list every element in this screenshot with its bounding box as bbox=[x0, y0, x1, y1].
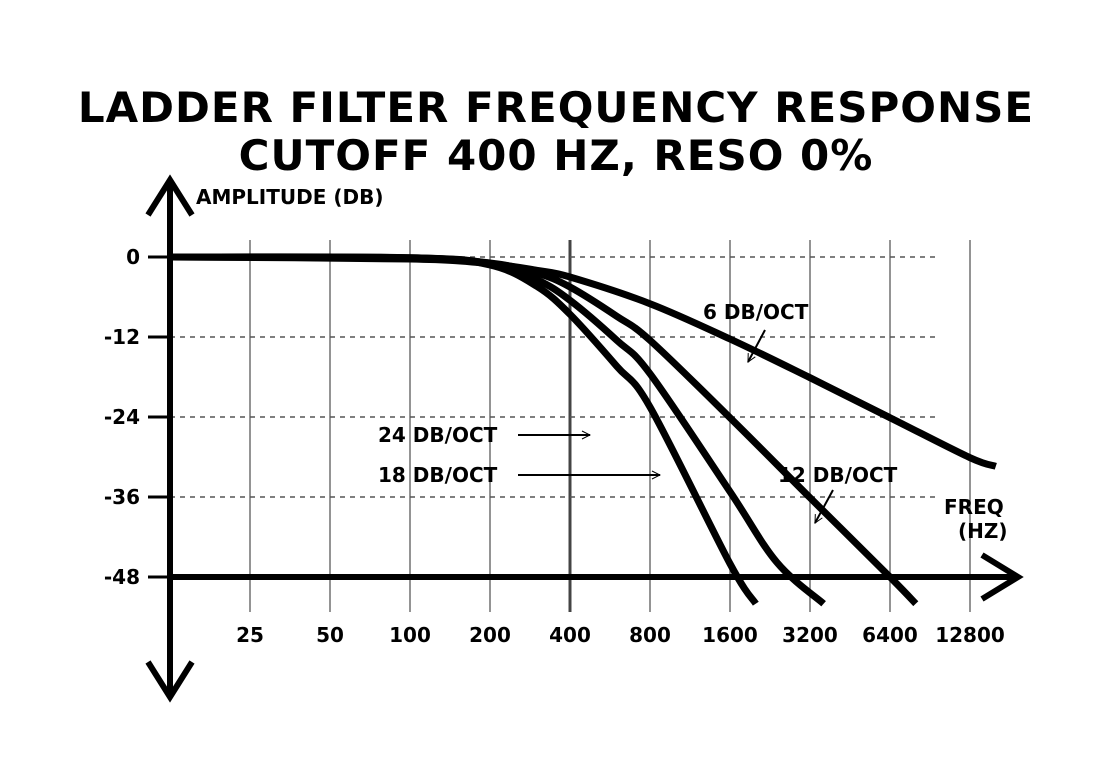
series-line-24db bbox=[169, 253, 759, 606]
annotation-12db: 12 DB/OCT bbox=[778, 463, 898, 487]
annotation-18db: 18 DB/OCT bbox=[378, 463, 498, 487]
x-axis-arrow bbox=[980, 552, 1024, 602]
chart-subtitle: CUTOFF 400 HZ, RESO 0% bbox=[238, 131, 874, 180]
grid bbox=[170, 240, 971, 612]
annotation-6db: 6 DB/OCT bbox=[703, 300, 809, 324]
series-lines bbox=[169, 253, 997, 607]
y-tick-label--12: -12 bbox=[104, 325, 140, 349]
axes bbox=[145, 174, 1024, 703]
y-axis-arrow-up bbox=[145, 174, 195, 217]
y-tick-label-0: 0 bbox=[126, 245, 140, 269]
x-tick-label-800: 800 bbox=[629, 623, 671, 647]
y-tick-label--24: -24 bbox=[104, 405, 140, 429]
x-tick-label-100: 100 bbox=[389, 623, 431, 647]
x-axis-label-line2: (HZ) bbox=[958, 519, 1008, 543]
y-axis-arrow-down bbox=[145, 660, 195, 703]
y-tick-label--48: -48 bbox=[104, 565, 140, 589]
pointer-6db bbox=[747, 329, 766, 362]
x-tick-label-6400: 6400 bbox=[862, 623, 918, 647]
x-axis-label-line1: FREQ bbox=[944, 495, 1004, 519]
y-tick-label--36: -36 bbox=[104, 485, 140, 509]
tick-labels: 25 50 100 200 400 800 1600 3200 6400 12800 0 -12 -24… bbox=[104, 245, 1005, 647]
y-axis-label: AMPLITUDE (DB) bbox=[196, 185, 383, 209]
annotation-24db: 24 DB/OCT bbox=[378, 423, 498, 447]
x-tick-label-50: 50 bbox=[316, 623, 344, 647]
chart-title: LADDER FILTER FREQUENCY RESPONSE bbox=[77, 83, 1035, 132]
x-tick-label-200: 200 bbox=[469, 623, 511, 647]
x-tick-label-3200: 3200 bbox=[782, 623, 838, 647]
x-tick-label-400: 400 bbox=[549, 623, 591, 647]
x-tick-label-1600: 1600 bbox=[702, 623, 758, 647]
pointer-12db bbox=[814, 489, 834, 523]
annotations bbox=[518, 329, 834, 523]
x-tick-label-12800: 12800 bbox=[935, 623, 1005, 647]
x-tick-label-25: 25 bbox=[236, 623, 264, 647]
